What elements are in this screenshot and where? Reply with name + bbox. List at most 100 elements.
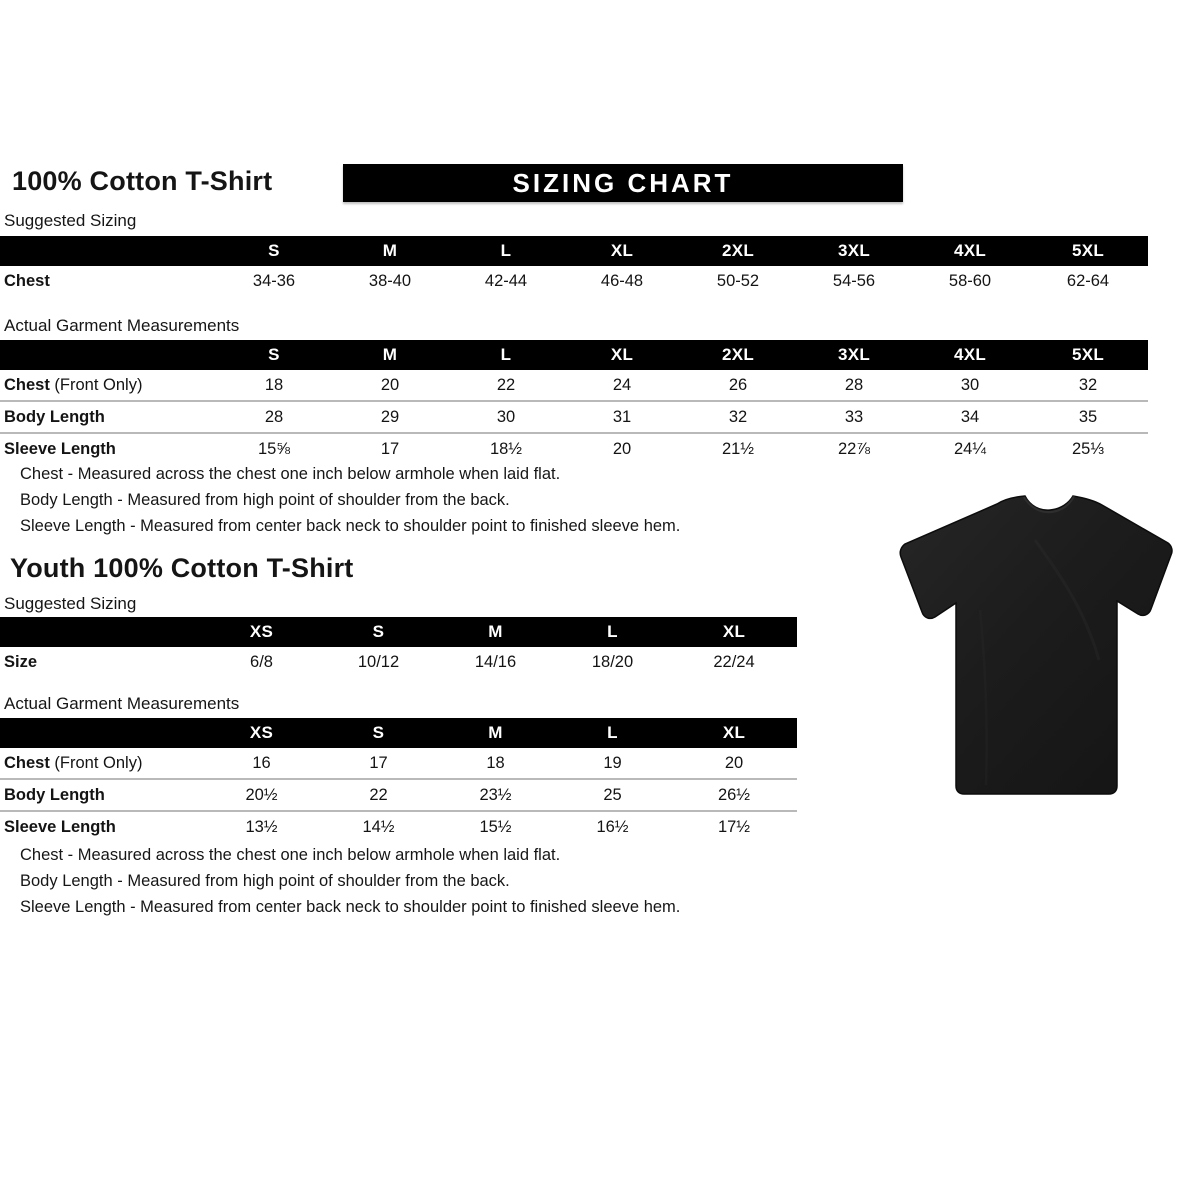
table-row: Chest (Front Only) 16 17 18 19 20 [0,748,797,779]
adult-actual-measurements-label: Actual Garment Measurements [4,316,240,335]
column-header: 5XL [1028,236,1148,266]
adult-suggested-sizing-table-wrap: S M L XL 2XL 3XL 4XL 5XL Chest 34-36 38-… [0,236,1148,296]
table-row: Body Length 20½ 22 23½ 25 26½ [0,778,797,811]
table-cell: 22/24 [713,652,755,671]
table-header-row: XS S M L XL [0,718,797,748]
column-header: M [437,617,554,647]
shirt-collar-shape [1023,495,1075,514]
column-header: XL [671,718,797,748]
youth-actual-measurements-table: XS S M L XL Chest (Front Only) 16 17 18 … [0,718,797,842]
column-header: XL [564,236,680,266]
adult-suggested-sizing-label: Suggested Sizing [4,211,137,230]
shirt-body-shape [899,495,1173,795]
table-cell: 20 [380,375,400,394]
table-cell: 31 [564,400,680,433]
table-cell: 17½ [671,810,797,842]
table-cell: 20 [564,432,680,464]
row-label: Chest (Front Only) [4,375,143,394]
youth-notes: Chest - Measured across the chest one in… [20,842,680,920]
table-cell: 22 [496,375,516,394]
column-header: S [320,718,437,748]
youth-suggested-sizing-table: XS S M L XL Size 6/8 10/12 14/16 18/20 2… [0,617,797,677]
table-cell: 46-48 [600,271,644,290]
table-cell: 25⅓ [1028,432,1148,464]
table-row: Size 6/8 10/12 14/16 18/20 22/24 [0,647,797,677]
column-header: XS [203,718,320,748]
table-cell: 35 [1028,400,1148,433]
table-row: Body Length 28 29 30 31 32 33 34 35 [0,400,1148,433]
column-header: L [554,617,671,647]
table-cell: 14/16 [474,652,517,671]
table-cell: 6/8 [250,652,273,671]
table-cell: 30 [448,400,564,433]
youth-actual-measurements-label: Actual Garment Measurements [4,694,240,713]
t-shirt-icon [899,495,1173,795]
column-header: 5XL [1028,340,1148,370]
column-header: 4XL [912,236,1028,266]
table-cell: 18/20 [591,652,634,671]
table-cell: 34-36 [252,271,296,290]
table-cell: 24¼ [912,432,1028,464]
column-header: 4XL [912,340,1028,370]
row-label: Sleeve Length [0,432,216,464]
table-cell: 20 [724,753,744,772]
t-shirt-image [885,470,1185,810]
table-cell: 32 [680,400,796,433]
table-cell: 15⅝ [216,432,332,464]
table-cell: 62-64 [1066,271,1110,290]
table-cell: 23½ [437,778,554,811]
note-sleeve-length: Sleeve Length - Measured from center bac… [20,517,681,535]
table-header-row: XS S M L XL [0,617,797,647]
table-cell: 50-52 [716,271,760,290]
table-cell: 33 [796,400,912,433]
table-row: Chest (Front Only) 18 20 22 24 26 28 30 … [0,370,1148,401]
column-header: M [437,718,554,748]
table-cell: 18 [264,375,284,394]
column-header: L [554,718,671,748]
column-header: M [332,340,448,370]
adult-suggested-sizing-table: S M L XL 2XL 3XL 4XL 5XL Chest 34-36 38-… [0,236,1148,296]
column-header: XS [203,617,320,647]
table-cell: 16 [252,753,271,772]
row-label: Body Length [0,400,216,433]
table-cell: 14½ [320,810,437,842]
table-cell: 21½ [680,432,796,464]
shirt-side-crease [978,609,988,786]
table-cell: 28 [216,400,332,433]
table-cell: 17 [332,432,448,464]
table-cell: 16½ [554,810,671,842]
row-label: Chest [4,271,50,290]
table-row: Sleeve Length 13½ 14½ 15½ 16½ 17½ [0,810,797,842]
column-header: 3XL [796,236,912,266]
youth-suggested-sizing-table-wrap: XS S M L XL Size 6/8 10/12 14/16 18/20 2… [0,617,797,677]
column-header: XL [671,617,797,647]
table-cell: 25 [554,778,671,811]
table-cell: 32 [1078,375,1098,394]
row-label: Size [4,652,38,671]
table-cell: 20½ [203,778,320,811]
column-header: S [320,617,437,647]
table-cell: 26½ [671,778,797,811]
table-cell: 19 [603,753,622,772]
table-cell: 24 [612,375,632,394]
adult-actual-measurements-table: S M L XL 2XL 3XL 4XL 5XL Chest (Front On… [0,340,1148,464]
shirt-fold-highlight [1033,539,1101,661]
table-cell: 18½ [448,432,564,464]
table-cell: 17 [369,753,388,772]
adult-notes: Chest - Measured across the chest one in… [20,461,680,539]
column-header: M [332,236,448,266]
table-cell: 30 [960,375,980,394]
table-header-row: S M L XL 2XL 3XL 4XL 5XL [0,236,1148,266]
note-body-length: Body Length - Measured from high point o… [20,491,510,509]
table-cell: 22⅞ [796,432,912,464]
table-header-row: S M L XL 2XL 3XL 4XL 5XL [0,340,1148,370]
table-row: Chest 34-36 38-40 42-44 46-48 50-52 54-5… [0,266,1148,296]
table-cell: 42-44 [484,271,528,290]
note-chest: Chest - Measured across the chest one in… [20,846,561,864]
column-header: 2XL [680,340,796,370]
adult-section-title: 100% Cotton T-Shirt [12,166,273,196]
youth-actual-measurements-table-wrap: XS S M L XL Chest (Front Only) 16 17 18 … [0,718,797,842]
table-cell: 18 [486,753,505,772]
column-header [0,718,203,748]
adult-actual-measurements-table-wrap: S M L XL 2XL 3XL 4XL 5XL Chest (Front On… [0,340,1148,464]
